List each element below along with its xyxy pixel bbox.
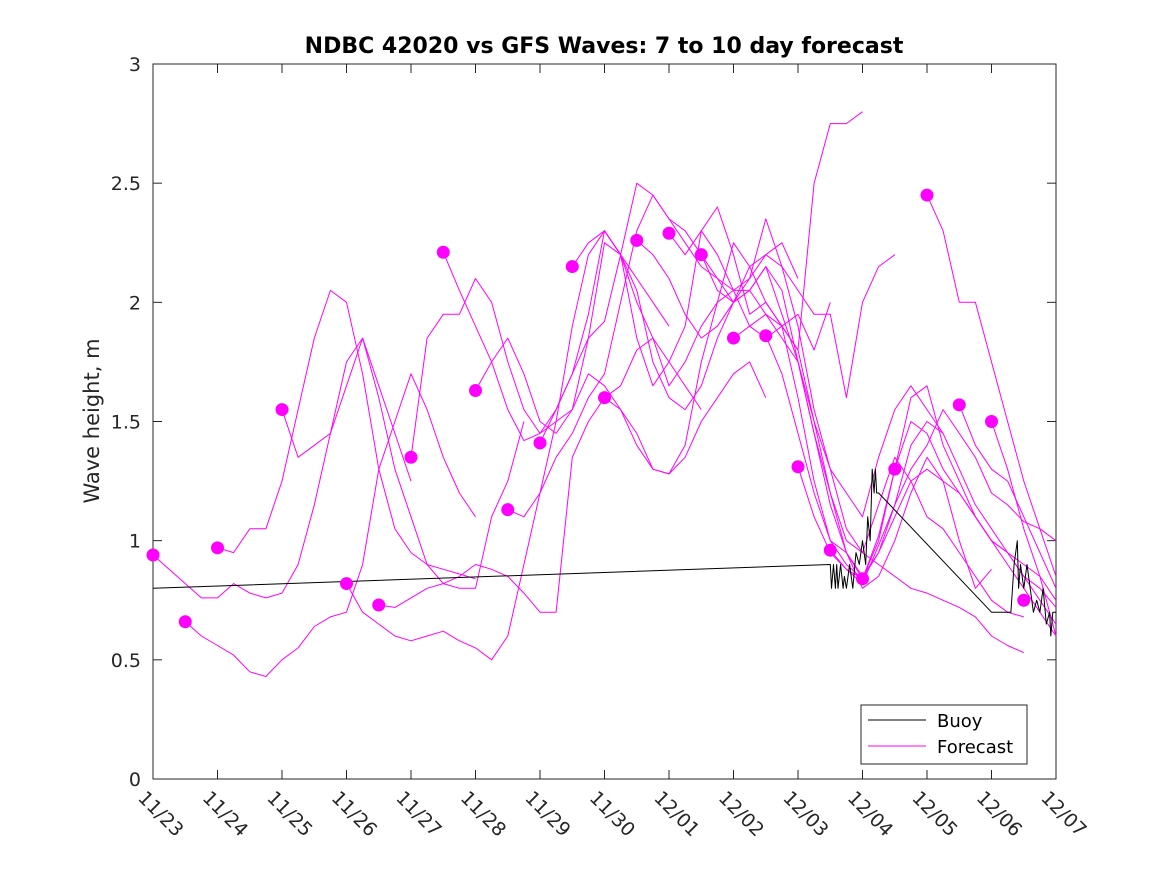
forecast-start-marker [759,329,773,343]
forecast-start-marker [501,503,515,517]
forecast-series-line [217,289,476,580]
forecast-series-line [958,404,1057,589]
forecast-start-marker [727,331,740,345]
forecast-start-marker [856,572,869,586]
forecast-start-marker [404,450,418,464]
plot-area [152,63,1057,780]
y-tick-label: 1.5 [111,412,141,434]
forecast-start-marker [436,245,450,259]
forecast-start-marker [952,398,966,412]
marker-layer [146,188,1031,629]
legend: Buoy Forecast [860,704,1028,765]
forecast-series-line [604,242,1024,618]
forecast-series-line [184,373,476,677]
y-tick-label: 0 [129,769,141,791]
forecast-start-marker [985,415,998,428]
forecast-start-marker [630,233,644,247]
forecast-series-line [991,421,1057,637]
forecast-start-marker [275,403,289,417]
forecast-series-line [926,194,1057,577]
forecast-start-marker [694,248,708,262]
forecast-start-marker [533,436,547,450]
y-tick-label: 2.5 [111,173,141,195]
y-tick-label: 3 [129,54,141,76]
forecast-start-marker [888,462,902,476]
forecast-start-marker [598,391,611,405]
legend-label-forecast: Forecast [937,737,1013,758]
forecast-start-marker [662,226,676,240]
forecast-start-marker [469,384,482,398]
legend-box [860,704,1028,765]
forecast-start-marker [823,543,837,557]
chart-title: NDBC 42020 vs GFS Waves: 7 to 10 day for… [305,34,904,59]
forecast-series-line [152,337,412,599]
forecast-series-line [765,335,1057,637]
forecast-series-line [571,230,944,518]
forecast-start-marker [211,541,224,555]
forecast-start-marker [565,260,579,274]
forecast-start-marker [920,188,934,202]
forecast-series-line [410,278,767,475]
y-axis: 0 0.5 1 1.5 2 2.5 3 [111,54,1056,791]
forecast-start-marker [372,598,386,612]
forecast-series-line [281,337,525,589]
forecast-series-line [829,409,1057,585]
forecast-start-marker [791,460,805,474]
y-tick-label: 0.5 [111,650,141,672]
y-tick-label: 2 [129,292,141,314]
buoy-series-line [152,468,1056,637]
forecast-start-marker [1017,593,1031,607]
series-layer [152,111,1057,677]
forecast-start-marker [146,548,160,562]
forecast-series-line [378,337,702,613]
y-tick-label: 1 [129,531,141,553]
legend-label-buoy: Buoy [937,711,983,732]
forecast-start-marker [178,615,192,629]
forecast-start-marker [340,577,353,591]
y-axis-label: Wave height, m [80,338,104,503]
forecast-series-line [636,218,1025,654]
